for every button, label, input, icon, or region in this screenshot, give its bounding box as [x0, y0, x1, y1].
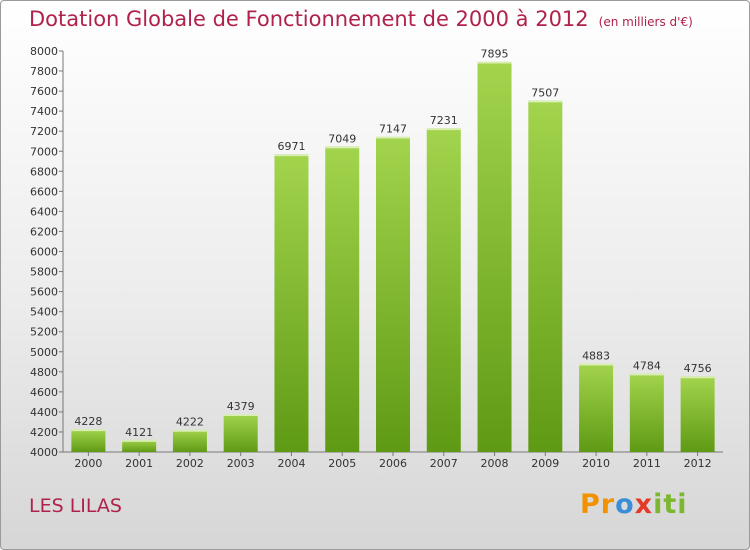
bar-highlight — [629, 373, 664, 376]
x-tick-label: 2007 — [430, 457, 458, 470]
y-tick-label: 7400 — [30, 105, 58, 118]
bar — [376, 136, 410, 452]
y-tick-label: 5400 — [30, 306, 58, 319]
logo-part-4: iti — [653, 489, 688, 520]
y-tick-label: 5600 — [30, 286, 58, 299]
y-tick-label: 4000 — [30, 446, 58, 459]
x-tick-label: 2012 — [684, 457, 712, 470]
y-tick-label: 5000 — [30, 346, 58, 359]
bar-highlight — [477, 61, 512, 64]
x-tick-label: 2006 — [379, 457, 407, 470]
y-tick-label: 7600 — [30, 85, 58, 98]
logo-part-1: Pr — [580, 489, 616, 520]
chart-title-text: Dotation Globale de Fonctionnement de 20… — [29, 7, 589, 31]
bar — [71, 429, 106, 452]
bar — [274, 154, 309, 452]
bar — [680, 376, 715, 452]
bar — [629, 373, 664, 452]
data-label: 4784 — [633, 359, 661, 372]
chart-title: Dotation Globale de Fonctionnement de 20… — [29, 7, 693, 31]
y-tick-label: 4600 — [30, 386, 58, 399]
logo-part-2: o — [615, 489, 635, 520]
x-tick-label: 2003 — [227, 457, 255, 470]
data-label: 4228 — [74, 415, 102, 428]
bar-highlight — [426, 128, 461, 131]
y-tick-label: 6800 — [30, 165, 58, 178]
y-tick-label: 6000 — [30, 246, 58, 259]
proxiti-logo[interactable]: Proxiti — [580, 489, 688, 520]
data-label: 7507 — [531, 86, 559, 99]
logo-part-3: x — [634, 489, 654, 520]
x-tick-label: 2010 — [582, 457, 610, 470]
bar-highlight — [680, 376, 715, 379]
bar-highlight — [579, 363, 614, 366]
y-tick-label: 6400 — [30, 205, 58, 218]
y-tick-label: 7200 — [30, 125, 58, 138]
data-label: 7147 — [379, 123, 407, 136]
y-tick-label: 4200 — [30, 426, 58, 439]
chart-bars — [71, 61, 715, 453]
bar — [172, 429, 207, 452]
data-label: 4121 — [125, 426, 153, 439]
x-tick-label: 2001 — [125, 457, 153, 470]
data-label: 6971 — [277, 140, 305, 153]
bar-highlight — [71, 429, 106, 432]
bar-highlight — [376, 136, 410, 139]
bar — [528, 100, 563, 452]
bar — [426, 128, 461, 452]
chart-labels: 4228 2000 4121 2001 4222 2002 4379 2003 6971 2004… — [74, 48, 711, 470]
y-tick-label: 7800 — [30, 65, 58, 78]
x-tick-label: 2009 — [531, 457, 559, 470]
y-tick-label: 7000 — [30, 145, 58, 158]
chart-unit: (en milliers d'€) — [598, 15, 693, 29]
data-label: 4222 — [176, 416, 204, 429]
bar — [325, 146, 360, 452]
bar — [579, 363, 614, 452]
bar — [477, 61, 512, 453]
x-tick-label: 2005 — [328, 457, 356, 470]
bar-highlight — [325, 146, 360, 149]
y-tick-label: 5200 — [30, 326, 58, 339]
y-tick-label: 6600 — [30, 185, 58, 198]
bar-highlight — [172, 429, 207, 432]
x-tick-label: 2008 — [481, 457, 509, 470]
y-tick-label: 8000 — [30, 45, 58, 58]
data-label: 7895 — [481, 48, 509, 61]
data-label: 7231 — [430, 114, 458, 127]
y-tick-label: 4400 — [30, 406, 58, 419]
commune-name: LES LILAS — [29, 495, 122, 517]
bar-highlight — [223, 414, 258, 417]
y-tick-label: 4800 — [30, 366, 58, 379]
bar-highlight — [274, 154, 309, 157]
x-tick-label: 2002 — [176, 457, 204, 470]
data-label: 4379 — [227, 400, 255, 413]
bar — [122, 439, 157, 452]
y-tick-label: 6200 — [30, 225, 58, 238]
x-tick-label: 2000 — [74, 457, 102, 470]
y-tick-label: 5800 — [30, 266, 58, 279]
chart-axes: 4000 4200 4400 4600 4800 5000 5200 5400 5600 5800… — [30, 45, 723, 459]
x-tick-label: 2011 — [633, 457, 661, 470]
data-label: 4756 — [684, 362, 712, 375]
data-label: 4883 — [582, 349, 610, 362]
bar-highlight — [528, 100, 563, 103]
x-tick-label: 2004 — [277, 457, 305, 470]
bar-highlight — [122, 439, 157, 442]
data-label: 7049 — [328, 132, 356, 145]
bar — [223, 414, 258, 452]
